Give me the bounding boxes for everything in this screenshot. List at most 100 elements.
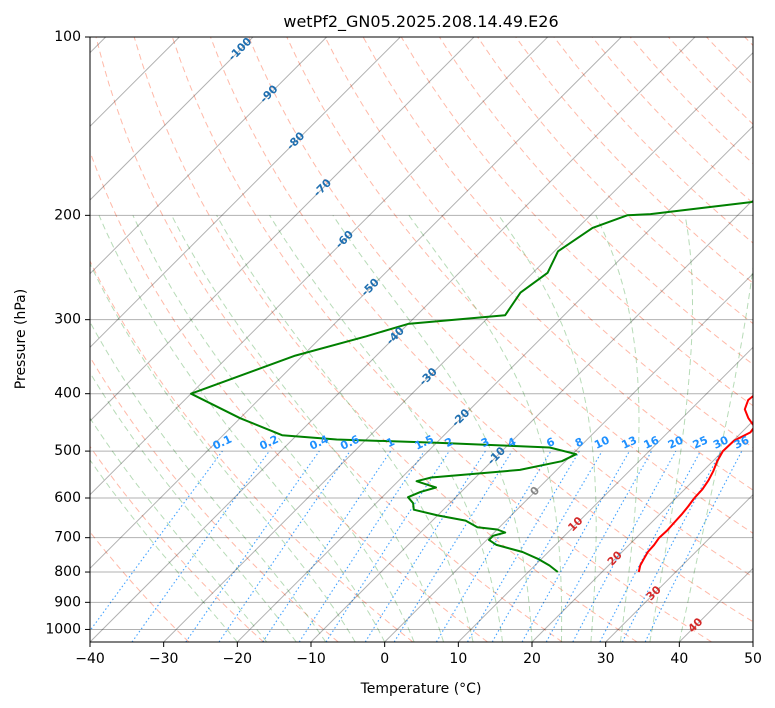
x-tick-label: 40 <box>670 651 688 667</box>
moist-adiabat-line <box>90 417 268 642</box>
y-tick-label: 900 <box>54 594 81 610</box>
dry-adiabat-line <box>90 150 488 642</box>
isotherm-line <box>90 37 475 422</box>
mixing-ratio-line <box>545 450 653 642</box>
dry-adiabat-line <box>286 37 753 534</box>
isotherm-line <box>163 51 753 642</box>
moist-adiabat-line <box>678 263 753 642</box>
isotherm-line <box>90 37 254 201</box>
x-tick-label: 50 <box>744 651 762 667</box>
moist-adiabat-line <box>408 215 563 642</box>
plot-frame <box>89 36 754 643</box>
dry-adiabat-line <box>515 37 753 284</box>
moist-adiabat-line <box>269 215 503 642</box>
mixing-ratio-label: 0.6 <box>338 433 361 453</box>
isotherm-line <box>310 199 753 642</box>
y-tick-label: 600 <box>54 490 81 506</box>
mixing-ratio-label: 0.4 <box>307 433 330 453</box>
isotherm-line <box>90 37 401 349</box>
x-tick-label: −10 <box>296 651 326 667</box>
moist-adiabat-line <box>90 371 297 642</box>
moist-adiabat-line <box>498 215 597 642</box>
isotherm-line <box>752 641 753 642</box>
isotherm-line <box>531 420 753 642</box>
mixing-ratio-line <box>467 450 580 642</box>
x-tick-label: 30 <box>597 651 615 667</box>
dry-adiabat-line <box>591 37 753 204</box>
dewpoint-profile-line <box>190 200 753 573</box>
dry-adiabat-line <box>744 37 753 47</box>
x-axis-label: Temperature (°C) <box>360 681 482 697</box>
mixing-ratio-line <box>131 450 270 642</box>
x-tick-label: −20 <box>223 651 253 667</box>
x-tick-label: 10 <box>449 651 467 667</box>
moist-adiabat-line <box>90 262 356 642</box>
mixing-ratio-label: 3 <box>479 435 491 450</box>
dry-adiabat-line <box>553 37 753 244</box>
dry-adiabat-line <box>90 259 414 642</box>
x-tick-label: 20 <box>523 651 541 667</box>
mixing-ratio-label: 10 <box>592 433 612 451</box>
moist-adiabat-line <box>595 215 640 642</box>
dry-adiabat-line <box>668 37 753 125</box>
moist-adiabat-line <box>132 215 415 642</box>
y-tick-label: 700 <box>54 530 81 546</box>
y-tick-label: 1000 <box>45 621 81 637</box>
dry-adiabat-line <box>90 356 339 642</box>
mixing-ratio-label: 36 <box>732 433 752 451</box>
moist-adiabat-line <box>171 215 445 642</box>
y-tick-label: 200 <box>54 207 81 223</box>
mixing-ratio-line <box>521 450 630 642</box>
moist-adiabat-line <box>90 321 327 642</box>
y-tick-label: 100 <box>54 29 81 45</box>
moist-adiabat-line <box>649 215 693 642</box>
isotherm-line <box>90 37 328 275</box>
isotherm-label: -100 <box>226 35 255 64</box>
isotherm-label: -60 <box>333 228 356 251</box>
y-tick-label: 800 <box>54 564 81 580</box>
mixing-ratio-label: 1 <box>384 435 396 450</box>
mixing-ratio-label: 13 <box>620 434 639 452</box>
dry-adiabat-line <box>210 37 753 623</box>
mixing-ratio-label: 30 <box>711 433 731 451</box>
moist-adiabat-line <box>332 215 533 642</box>
background-lines <box>90 37 753 642</box>
mixing-ratio-label: 16 <box>642 433 662 451</box>
isotherm-line <box>236 125 753 642</box>
axes: −40 −30 −20 −10 0 10 20 30 40 50 1000 900 800 700 600 5… <box>45 29 762 667</box>
dry-adiabat-line <box>324 37 753 491</box>
y-tick-label: 300 <box>54 312 81 328</box>
x-tick-label: 0 <box>380 651 389 667</box>
isotherm-line <box>678 567 753 642</box>
mixing-ratio-line <box>644 450 743 642</box>
moist-adiabat-line <box>216 215 474 642</box>
temperature-profile-line <box>637 394 753 573</box>
moist-adiabat-line <box>90 459 238 642</box>
mixing-ratio-line <box>218 450 351 642</box>
y-tick-label: 500 <box>54 443 81 459</box>
mixing-ratio-line <box>298 450 425 642</box>
mixing-ratio-label: 0.2 <box>257 433 280 453</box>
dry-adiabat-line <box>90 445 264 642</box>
mixing-ratio-line <box>572 450 677 642</box>
mixing-ratio-line <box>325 450 450 642</box>
y-tick-label: 400 <box>54 386 81 402</box>
mixing-ratio-line <box>90 450 223 632</box>
dry-adiabat-line <box>248 37 753 578</box>
mixing-ratio-line <box>185 450 320 642</box>
isotherm-line <box>384 272 753 642</box>
isotherm-label: -40 <box>384 324 407 347</box>
dry-adiabat-line <box>706 37 753 86</box>
mixing-ratio-label: 0.1 <box>211 433 234 453</box>
dry-adiabat-line <box>95 37 563 642</box>
mixing-ratio-label: 1.5 <box>413 433 436 453</box>
y-axis-label: Pressure (hPa) <box>13 289 29 389</box>
mixing-ratio-line <box>599 450 701 642</box>
mixing-ratio-label: 20 <box>666 433 686 451</box>
x-tick-label: −40 <box>75 651 105 667</box>
mixing-ratio-line <box>393 450 513 642</box>
isotherm-line <box>605 493 753 642</box>
x-tick-label: −30 <box>149 651 179 667</box>
